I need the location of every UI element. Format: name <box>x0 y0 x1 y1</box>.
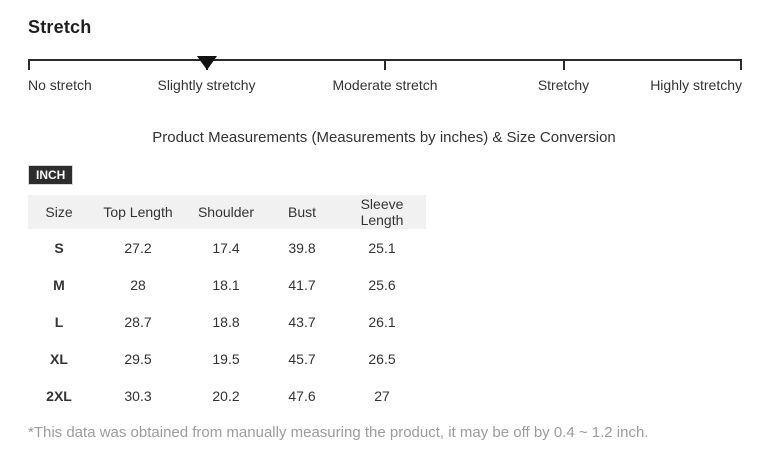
size-cell: M <box>53 276 65 293</box>
table-cell: 26.5 <box>368 350 396 367</box>
table-cell: 27.2 <box>124 239 152 256</box>
stretch-scale-track <box>28 56 742 70</box>
measurements-table: Size Top Length Shoulder Bust Sleeve Len… <box>28 195 426 414</box>
table-cell: 30.3 <box>124 387 152 404</box>
scale-tick <box>562 61 565 70</box>
inch-unit-badge[interactable]: INCH <box>28 165 74 185</box>
scale-label-no-stretch: No stretch <box>28 77 92 93</box>
size-cell: 2XL <box>46 387 72 404</box>
size-cell: S <box>54 239 64 256</box>
table-cell: 17.4 <box>212 239 240 256</box>
table-row-2xl: 2XL 30.3 20.2 47.6 27 <box>28 377 426 414</box>
column-header-top-length: Top Length <box>103 204 173 220</box>
table-cell: 41.7 <box>288 276 316 293</box>
table-row-l: L 28.7 18.8 43.7 26.1 <box>28 303 426 340</box>
table-row-m: M 28 18.1 41.7 25.6 <box>28 266 426 303</box>
scale-tick <box>740 61 742 70</box>
scale-tick <box>384 61 386 70</box>
table-cell: 43.7 <box>288 313 316 330</box>
section-title: Product Measurements (Measurements by in… <box>152 129 616 146</box>
table-cell: 29.5 <box>124 350 152 367</box>
table-cell: 20.2 <box>212 387 240 404</box>
scale-label-highly-stretchy: Highly stretchy <box>650 77 742 93</box>
table-cell: 26.1 <box>368 313 396 330</box>
stretch-marker-triangle-icon <box>196 56 217 70</box>
scale-label-moderate-stretch: Moderate stretch <box>332 77 438 93</box>
size-cell: XL <box>50 350 68 367</box>
table-cell: 28.7 <box>124 313 152 330</box>
table-cell: 25.6 <box>368 276 396 293</box>
table-cell: 18.8 <box>212 313 240 330</box>
stretch-heading: Stretch <box>28 17 92 37</box>
table-row-s: S 27.2 17.4 39.8 25.1 <box>28 229 426 266</box>
table-cell: 28 <box>130 276 146 293</box>
column-header-bust: Bust <box>287 204 316 220</box>
measurement-disclaimer: *This data was obtained from manually me… <box>28 424 649 441</box>
table-row-xl: XL 29.5 19.5 45.7 26.5 <box>28 340 426 377</box>
table-cell: 19.5 <box>212 350 240 367</box>
column-header-sleeve-length: Sleeve Length <box>360 196 404 228</box>
table-cell: 25.1 <box>368 239 396 256</box>
table-cell: 47.6 <box>288 387 316 404</box>
product-measurements-panel: Stretch No stretch Slightly stretchy Mod… <box>0 16 768 462</box>
column-header-size: Size <box>45 204 73 220</box>
stretch-scale: No stretch Slightly stretchy Moderate st… <box>0 56 768 94</box>
column-header-shoulder: Shoulder <box>197 204 255 220</box>
stretch-scale-labels: No stretch Slightly stretchy Moderate st… <box>28 77 742 94</box>
table-header-row: Size Top Length Shoulder Bust Sleeve Len… <box>28 195 426 229</box>
table-cell: 27 <box>374 387 390 404</box>
scale-label-slightly-stretchy: Slightly stretchy <box>157 77 256 93</box>
size-cell: L <box>54 313 64 330</box>
table-cell: 39.8 <box>288 239 316 256</box>
table-cell: 18.1 <box>212 276 240 293</box>
table-cell: 45.7 <box>288 350 316 367</box>
scale-label-stretchy: Stretchy <box>537 77 590 93</box>
scale-tick <box>28 61 30 70</box>
